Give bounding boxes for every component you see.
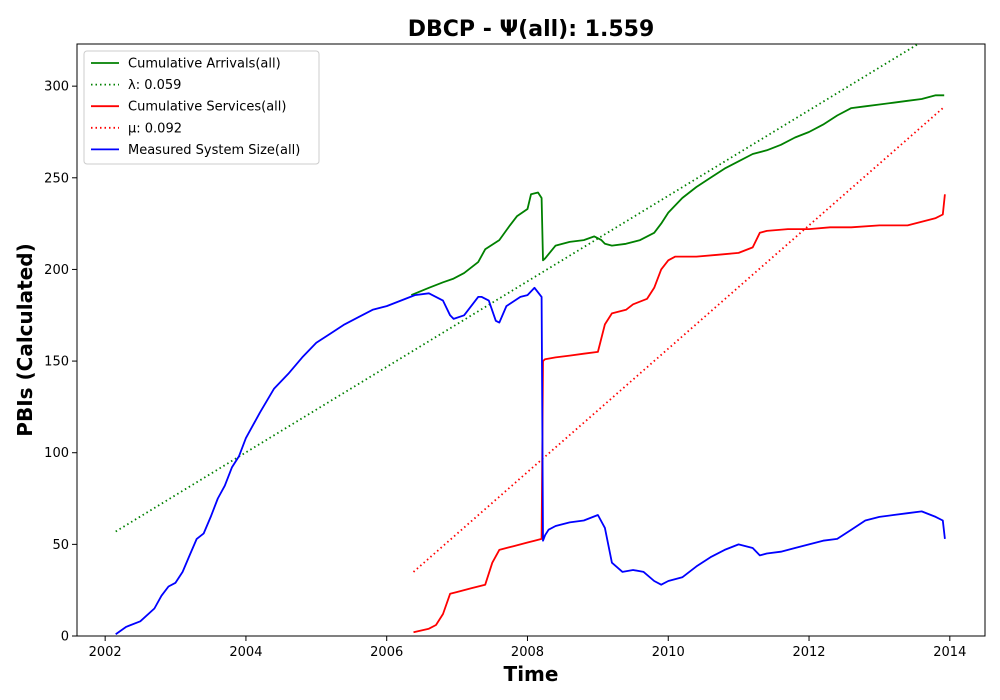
y-tick-label: 150 [44, 355, 69, 370]
y-tick-label: 0 [61, 630, 69, 645]
x-tick-label: 2006 [370, 645, 403, 660]
legend-label: μ: 0.092 [128, 121, 182, 136]
x-tick-label: 2008 [511, 645, 544, 660]
legend-box [83, 50, 320, 165]
series-line-2 [413, 194, 946, 634]
x-tick-label: 2002 [89, 645, 122, 660]
y-tick-label: 100 [44, 446, 69, 461]
chart-title: DBCP - Ψ(all): 1.559 [408, 17, 655, 42]
y-tick-label: 50 [52, 538, 69, 553]
x-tick-label: 2012 [792, 645, 825, 660]
x-tick-label: 2004 [229, 645, 262, 660]
y-tick-label: 300 [44, 80, 69, 95]
series-line-1 [115, 43, 919, 533]
y-tick-label: 200 [44, 263, 69, 278]
legend-label: Measured System Size(all) [128, 143, 300, 158]
series-line-4 [115, 286, 946, 635]
legend: Cumulative Arrivals(all) λ: 0.059 Cumulati… [83, 50, 320, 165]
series-line-3 [412, 105, 946, 573]
x-tick-label: 2010 [652, 645, 685, 660]
plot-area-frame [76, 43, 986, 637]
series-line-0 [410, 94, 945, 296]
x-axis-label: Time [504, 662, 559, 686]
y-axis-label: PBIs (Calculated) [13, 243, 37, 436]
legend-label: λ: 0.059 [128, 78, 181, 93]
series-layer [115, 43, 946, 635]
x-tick-label: 2014 [933, 645, 966, 660]
y-tick-label: 250 [44, 171, 69, 186]
legend-label: Cumulative Arrivals(all) [128, 57, 281, 72]
legend-label: Cumulative Services(all) [128, 100, 286, 115]
x-axis-ticks: 2002 2004 2006 2008 2010 2012 2014 [89, 636, 966, 660]
y-axis-ticks: 0 50 100 150 200 250 300 [44, 80, 77, 645]
